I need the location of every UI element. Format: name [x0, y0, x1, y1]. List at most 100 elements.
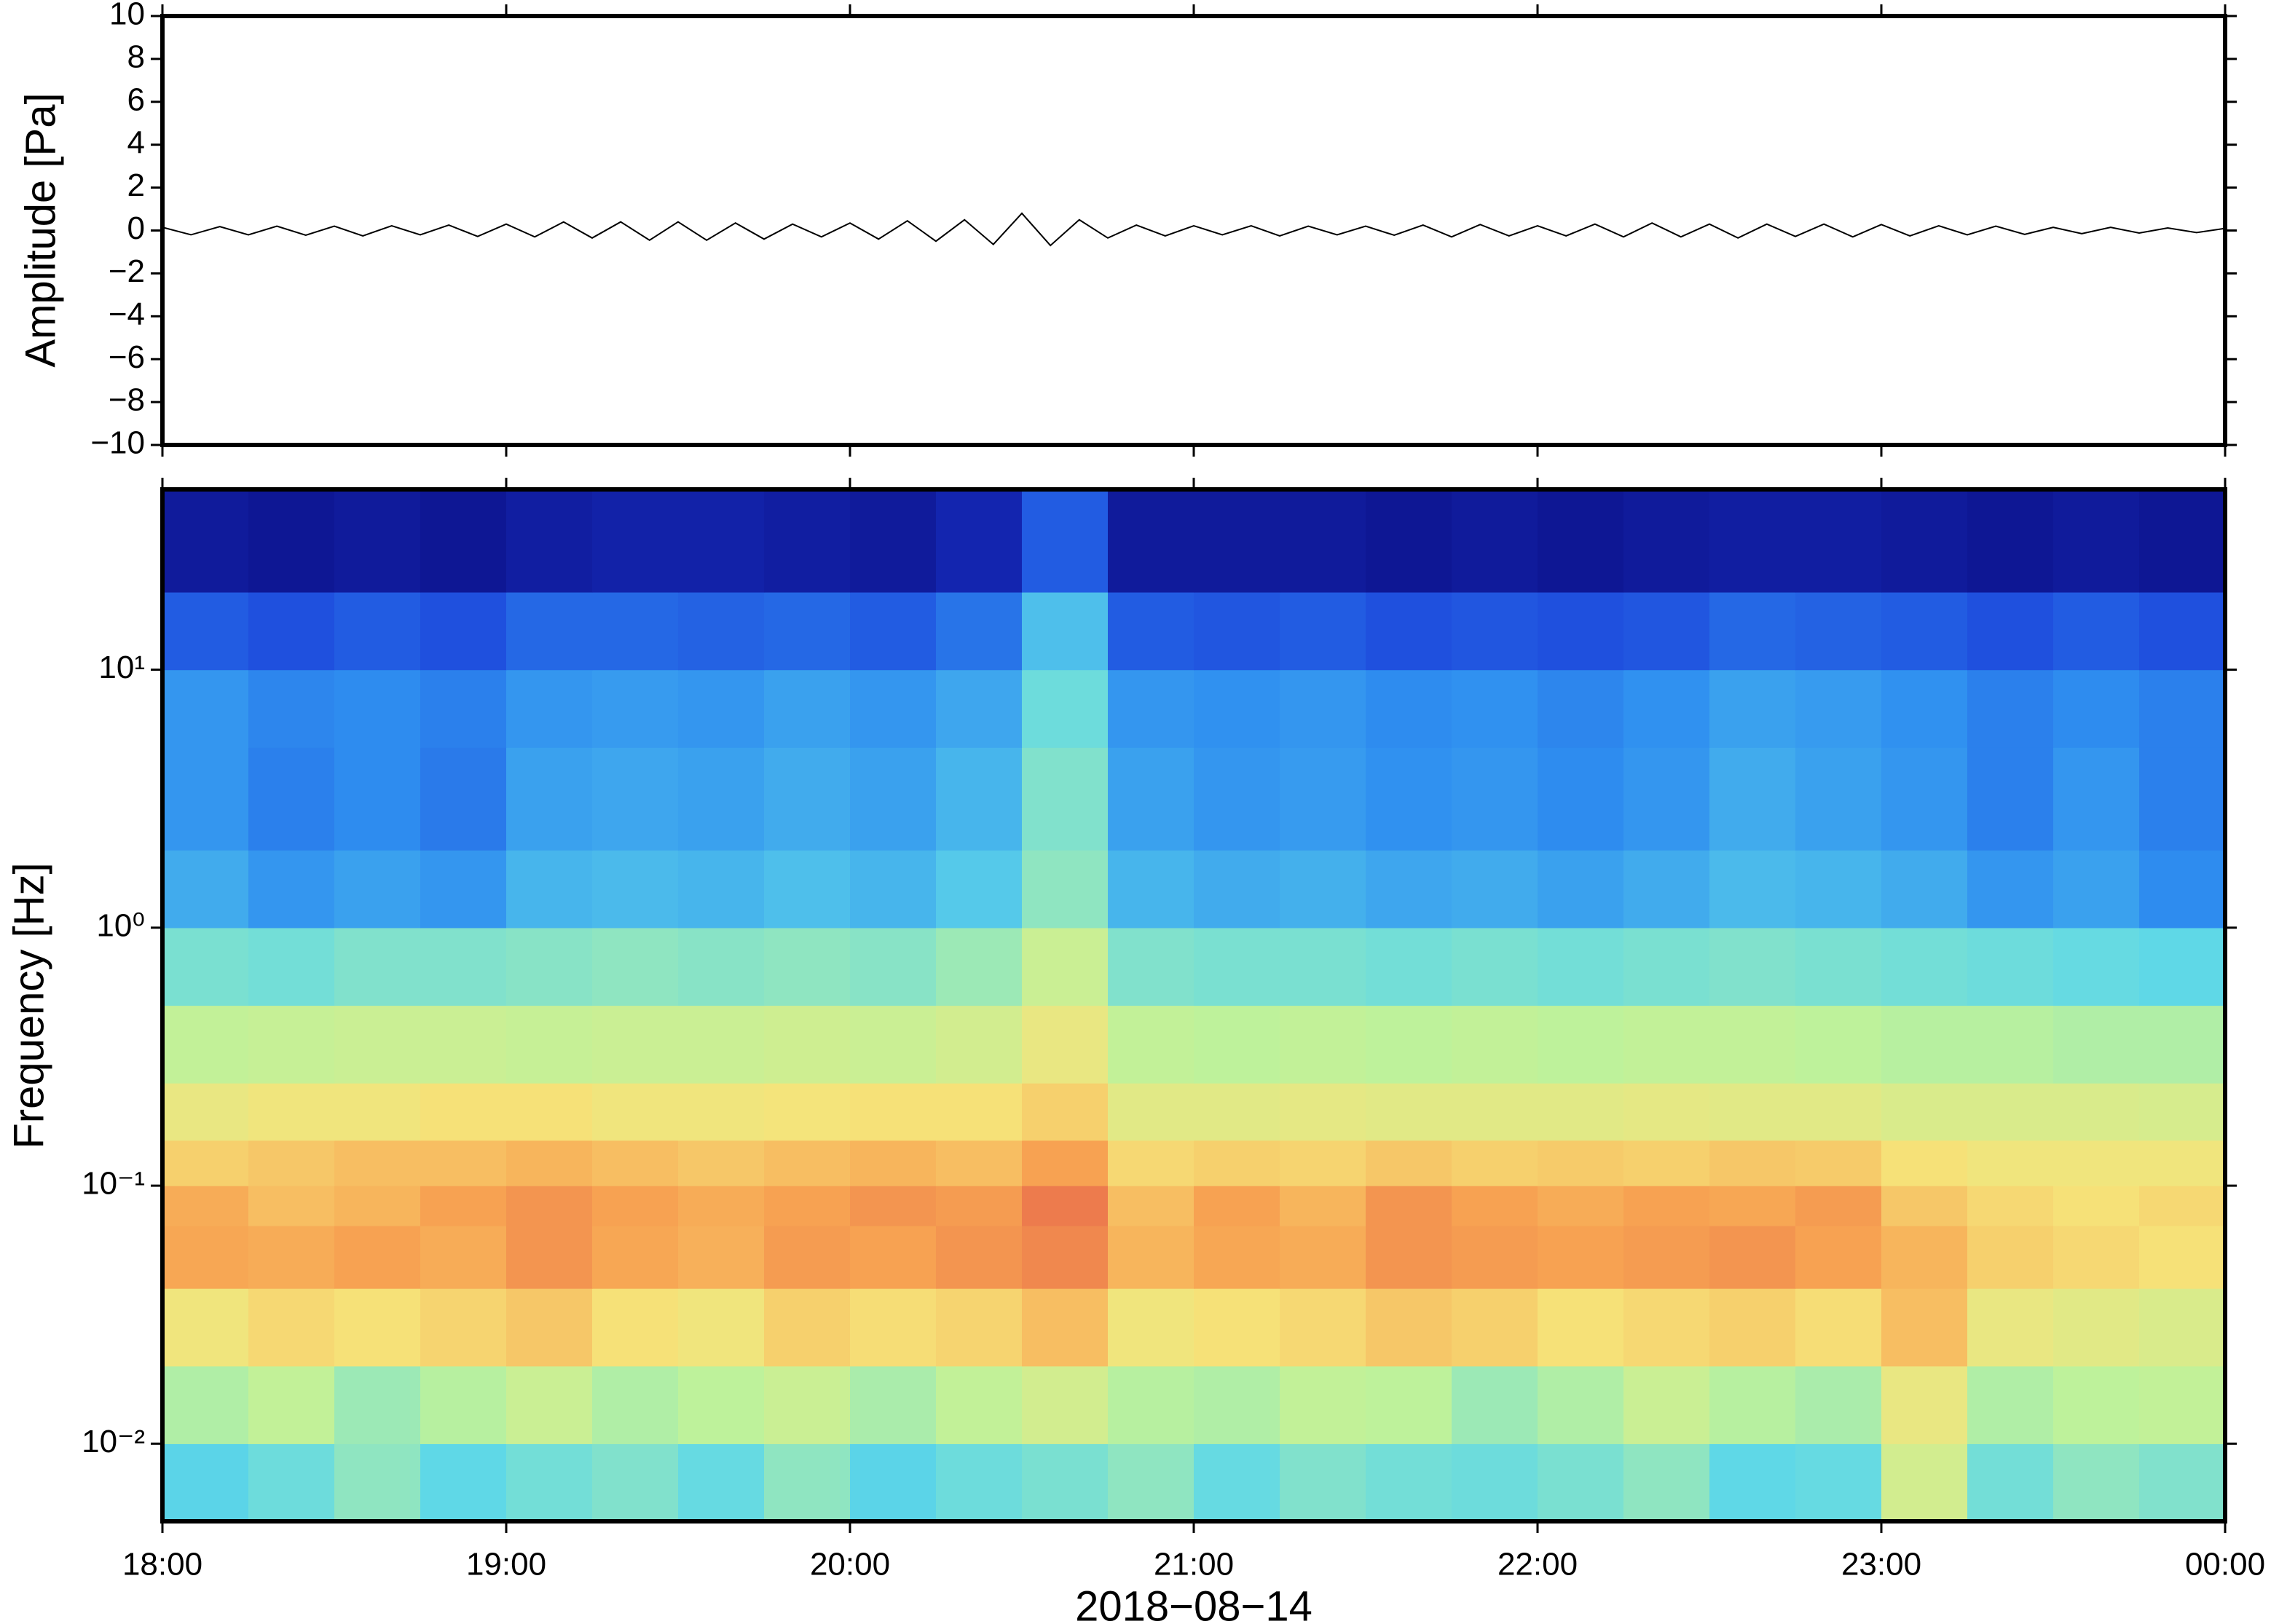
heatmap-cell [850, 1083, 937, 1141]
heatmap-cell [1623, 1083, 1710, 1141]
heatmap-cell [850, 850, 937, 929]
heatmap-cell [1280, 1365, 1366, 1444]
heatmap-cell [506, 591, 593, 671]
heatmap-cell [850, 1365, 937, 1444]
heatmap-cell [1108, 927, 1194, 1006]
heatmap-cell [1280, 850, 1366, 929]
x-tick-label: 19:00 [466, 1547, 546, 1582]
heatmap-cell [678, 669, 765, 748]
heatmap-cell [1108, 1005, 1194, 1084]
heatmap-cell [506, 1365, 593, 1444]
heatmap-cell [1795, 489, 1882, 593]
heatmap-cell [1538, 1140, 1624, 1186]
heatmap-cell [850, 1225, 937, 1289]
y-tick-label: 4 [127, 125, 145, 160]
heatmap-cell [1538, 1083, 1624, 1141]
y-tick-label: −8 [109, 382, 145, 418]
heatmap-cell [420, 1365, 507, 1444]
heatmap-cell [1538, 1365, 1624, 1444]
heatmap-cell [1795, 1443, 1882, 1522]
heatmap-cell [1538, 591, 1624, 671]
heatmap-cell [936, 1083, 1023, 1141]
heatmap-cell [1538, 1186, 1624, 1226]
heatmap-cell [764, 1443, 851, 1522]
heatmap-cell [1280, 1443, 1366, 1522]
heatmap-cell [2053, 591, 2140, 671]
heatmap-cell [2053, 927, 2140, 1006]
heatmap-cell [1881, 1083, 1968, 1141]
y-tick-label: 0 [127, 210, 145, 246]
heatmap-cell [506, 489, 593, 593]
heatmap-cell [420, 1288, 507, 1367]
heatmap-cell [678, 591, 765, 671]
heatmap-cell [162, 1186, 249, 1226]
x-tick-label: 21:00 [1154, 1547, 1234, 1582]
heatmap-cell [334, 489, 421, 593]
x-tick-label: 22:00 [1497, 1547, 1578, 1582]
heatmap-cell [850, 489, 937, 593]
heatmap-cell [1623, 1443, 1710, 1522]
heatmap-cell [1967, 591, 2054, 671]
heatmap-cell [1538, 927, 1624, 1006]
heatmap-cell [2139, 1005, 2226, 1084]
heatmap-cell [1881, 1288, 1968, 1367]
heatmap-cell [1967, 669, 2054, 748]
heatmap-cell [334, 1288, 421, 1367]
x-axis-title: 2018−08−14 [1075, 1582, 1312, 1624]
heatmap-cell [248, 1288, 335, 1367]
plot-frame [160, 14, 2227, 447]
heatmap-cell [1795, 1186, 1882, 1226]
heatmap-cell [1881, 1140, 1968, 1186]
heatmap-cell [420, 850, 507, 929]
heatmap-cell [1709, 1443, 1796, 1522]
heatmap-cell [506, 850, 593, 929]
heatmap-cell [1452, 669, 1538, 748]
heatmap-cell [850, 747, 937, 851]
heatmap-cell [764, 1005, 851, 1084]
heatmap-cell [1194, 669, 1280, 748]
heatmap-cell [936, 747, 1023, 851]
heatmap-cell [850, 1186, 937, 1226]
heatmap-cell [1881, 1186, 1968, 1226]
heatmap-cell [850, 591, 937, 671]
heatmap-cell [1623, 591, 1710, 671]
heatmap-cell [420, 1083, 507, 1141]
heatmap-cell [1795, 1083, 1882, 1141]
heatmap-cell [248, 850, 335, 929]
heatmap-cell [1280, 1140, 1366, 1186]
heatmap-cell [1280, 747, 1366, 851]
heatmap-cell [2139, 669, 2226, 748]
heatmap-cell [850, 1005, 937, 1084]
heatmap-cell [1881, 591, 1968, 671]
heatmap-cell [678, 489, 765, 593]
heatmap-cell [506, 1288, 593, 1367]
heatmap-cell [592, 1140, 679, 1186]
heatmap-cell [1623, 1140, 1710, 1186]
heatmap-cell [1452, 927, 1538, 1006]
heatmap-cell [1022, 1005, 1109, 1084]
heatmap-cell [2139, 927, 2226, 1006]
heatmap-cell [936, 489, 1023, 593]
heatmap-cell [1108, 1140, 1194, 1186]
heatmap-cell [1967, 1186, 2054, 1226]
heatmap-cell [592, 850, 679, 929]
heatmap-cell [2053, 1083, 2140, 1141]
heatmap-cell [764, 489, 851, 593]
heatmap-cell [592, 591, 679, 671]
heatmap-cell [1795, 669, 1882, 748]
heatmap-cell [1194, 1443, 1280, 1522]
heatmap-cell [1967, 1443, 2054, 1522]
heatmap-cell [162, 591, 249, 671]
heatmap-cell [1452, 1225, 1538, 1289]
heatmap-cell [248, 927, 335, 1006]
heatmap-cell [1881, 489, 1968, 593]
heatmap-cell [1022, 591, 1109, 671]
heatmap-cell [936, 927, 1023, 1006]
heatmap-cell [248, 489, 335, 593]
heatmap-cell [936, 1288, 1023, 1367]
heatmap-cell [1709, 1083, 1796, 1141]
heatmap-cell [334, 669, 421, 748]
y-tick-label: 10 [109, 0, 145, 32]
heatmap-cell [1366, 1225, 1452, 1289]
heatmap-cell [2139, 850, 2226, 929]
